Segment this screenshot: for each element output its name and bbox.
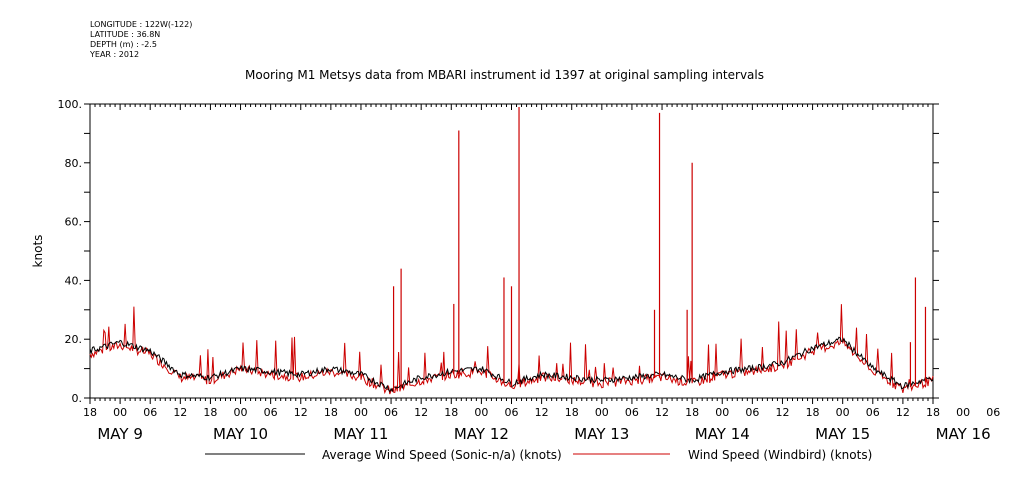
x-hour-label: 06 [625,406,639,419]
x-hour-label: 12 [294,406,308,419]
x-date-label: MAY 10 [213,425,268,443]
x-hour-label: 00 [113,406,127,419]
x-hour-label: 06 [866,406,880,419]
x-hour-label: 06 [745,406,759,419]
x-hour-label: 00 [715,406,729,419]
x-date-label: MAY 13 [574,425,629,443]
x-date-label: MAY 11 [333,425,388,443]
x-hour-label: 00 [595,406,609,419]
x-hour-label: 00 [474,406,488,419]
x-date-label: MAY 14 [695,425,750,443]
x-hour-label: 12 [655,406,669,419]
x-hour-label: 18 [203,406,217,419]
x-hour-label: 18 [685,406,699,419]
y-tick-label: 80. [65,157,83,170]
legend-label-sonic: Average Wind Speed (Sonic-n/a) (knots) [322,448,562,462]
x-hour-label: 18 [444,406,458,419]
x-date-label: MAY 9 [97,425,143,443]
x-hour-label: 12 [535,406,549,419]
x-date-label: MAY 16 [936,425,991,443]
x-hour-label: 00 [836,406,850,419]
x-hour-label: 18 [565,406,579,419]
x-hour-label: 12 [896,406,910,419]
legend-label-windbird: Wind Speed (Windbird) (knots) [688,448,872,462]
x-hour-label: 18 [926,406,940,419]
y-tick-label: 20. [65,333,83,346]
meta-depth: DEPTH (m) : -2.5 [90,40,157,49]
x-hour-label: 06 [986,406,1000,419]
x-hour-label: 12 [775,406,789,419]
meta-year: YEAR : 2012 [90,50,140,59]
x-hour-label: 00 [354,406,368,419]
x-hour-label: 18 [83,406,97,419]
y-axis-label: knots [31,235,45,268]
x-hour-label: 06 [264,406,278,419]
metadata-block: LONGITUDE : 122W(-122) LATITUDE : 36.8N … [90,20,192,60]
x-hour-label: 06 [505,406,519,419]
x-hour-label: 18 [324,406,338,419]
chart-title: Mooring M1 Metsys data from MBARI instru… [245,68,764,82]
y-tick-label: 40. [65,274,83,287]
meta-longitude: LONGITUDE : 122W(-122) [90,20,193,29]
x-hour-label: 06 [143,406,157,419]
x-hour-label: 12 [414,406,428,419]
x-date-label: MAY 12 [454,425,509,443]
x-hour-label: 06 [384,406,398,419]
x-hour-label: 18 [806,406,820,419]
y-tick-label: 100. [58,98,83,111]
x-date-label: MAY 15 [815,425,870,443]
x-hour-label: 00 [234,406,248,419]
y-tick-label: 0. [72,392,83,405]
x-hour-label: 00 [956,406,970,419]
x-hour-label: 12 [173,406,187,419]
meta-latitude: LATITUDE : 36.8N [90,30,161,39]
y-tick-label: 60. [65,216,83,229]
